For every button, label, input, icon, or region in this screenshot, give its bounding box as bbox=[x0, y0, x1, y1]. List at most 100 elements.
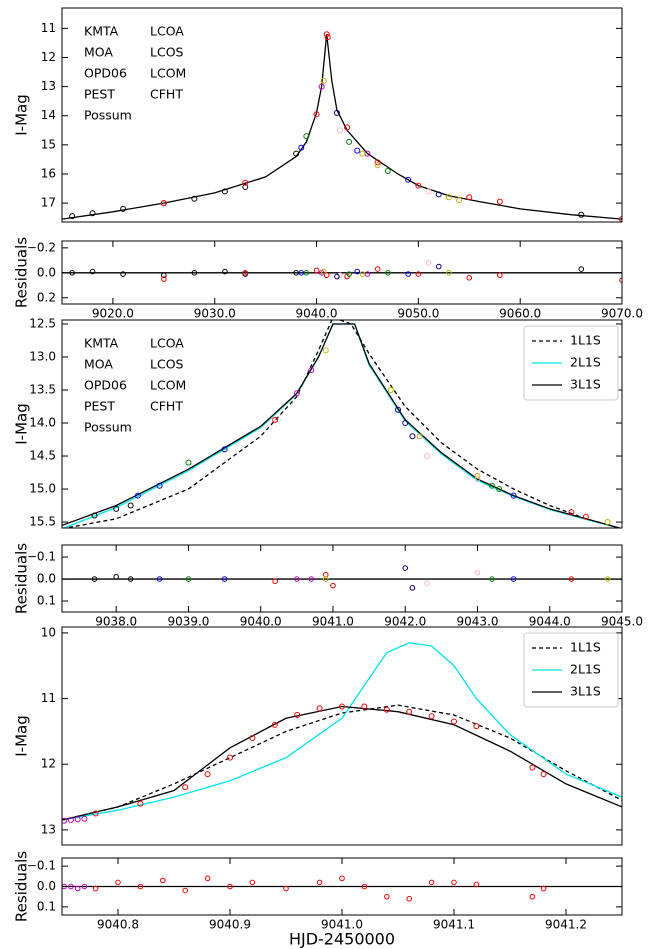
data-point bbox=[510, 492, 517, 499]
x-tick-label: 9040.8 bbox=[97, 918, 139, 932]
legend-label: 3L1S bbox=[570, 377, 601, 392]
residual-point bbox=[619, 277, 622, 284]
plot-frame bbox=[61, 544, 623, 613]
x-tick-label: 9043.0 bbox=[456, 615, 498, 629]
y-tick-label: 0.0 bbox=[37, 879, 56, 893]
model-line bbox=[62, 705, 622, 821]
y-tick-label: 15.5 bbox=[29, 515, 56, 529]
data-point bbox=[182, 784, 189, 791]
x-tick-label: 9040.9 bbox=[209, 918, 251, 932]
data-point bbox=[488, 482, 495, 489]
residual-point bbox=[115, 879, 121, 886]
legend-label: LCOS bbox=[150, 357, 184, 372]
residual-point bbox=[424, 580, 430, 587]
data-point bbox=[473, 723, 480, 730]
data-point bbox=[354, 147, 361, 154]
y-tick-label: −0.2 bbox=[27, 240, 56, 254]
data-point bbox=[578, 211, 585, 218]
data-point bbox=[308, 367, 315, 374]
y-tick-label: 10 bbox=[41, 625, 56, 639]
y-tick-label: −0.1 bbox=[27, 859, 56, 873]
residual-point bbox=[337, 272, 343, 279]
residual-point bbox=[409, 585, 416, 591]
y-axis-label: Residuals bbox=[13, 851, 31, 922]
residual-point bbox=[330, 582, 336, 589]
data-point bbox=[227, 754, 233, 761]
residual-point bbox=[81, 883, 88, 890]
y-tick-label: 0.0 bbox=[37, 572, 56, 586]
data-point bbox=[191, 195, 198, 202]
y-tick-label: 12 bbox=[41, 50, 56, 64]
residual-point bbox=[451, 879, 457, 886]
residual-point bbox=[334, 273, 340, 280]
legend-label: LCOS bbox=[150, 45, 184, 60]
residual-point bbox=[89, 268, 96, 275]
residual-point bbox=[510, 576, 517, 582]
data-point bbox=[322, 347, 329, 354]
data-point bbox=[428, 713, 435, 720]
residual-point bbox=[497, 272, 503, 279]
plot bbox=[62, 875, 622, 902]
residual-point bbox=[405, 271, 411, 277]
y-tick-label: 13.5 bbox=[29, 382, 56, 396]
data-point bbox=[409, 433, 416, 440]
x-tick-label: 9030.0 bbox=[194, 307, 236, 321]
legend-label: LCOA bbox=[150, 336, 184, 351]
model-line bbox=[62, 34, 622, 220]
y-tick-label: 11 bbox=[41, 691, 56, 705]
x-tick-label: 9050.0 bbox=[397, 307, 439, 321]
residual-point bbox=[298, 270, 305, 276]
data-point bbox=[415, 182, 422, 189]
legend-label: 1L1S bbox=[570, 640, 601, 655]
x-tick-label: 9044.0 bbox=[529, 615, 571, 629]
residual-point bbox=[384, 893, 390, 900]
data-point bbox=[456, 197, 463, 204]
y-tick-label: 0.1 bbox=[37, 594, 56, 608]
x-tick-label: 9041.2 bbox=[545, 918, 587, 932]
data-point bbox=[374, 162, 381, 169]
data-point bbox=[582, 513, 589, 520]
data-point bbox=[134, 492, 141, 499]
data-point bbox=[425, 188, 432, 195]
data-point bbox=[293, 150, 300, 157]
data-point bbox=[416, 433, 423, 440]
residual-point bbox=[346, 271, 352, 277]
residual-point bbox=[69, 270, 75, 276]
data-point bbox=[374, 159, 381, 166]
residual-point bbox=[354, 268, 361, 275]
legend-label: PEST bbox=[84, 87, 115, 102]
residual-point bbox=[415, 271, 422, 277]
y-tick-label: 13 bbox=[41, 822, 56, 836]
plot bbox=[62, 642, 622, 824]
residual-point bbox=[385, 270, 391, 276]
legend-label: OPD06 bbox=[84, 378, 127, 393]
residual-point bbox=[91, 576, 98, 582]
residual-point bbox=[446, 270, 452, 276]
residual-point bbox=[435, 263, 442, 270]
residual-point bbox=[113, 574, 119, 580]
y-tick-label: 0.0 bbox=[37, 265, 56, 279]
y-axis-label: I-Mag bbox=[13, 715, 31, 757]
data-point bbox=[137, 800, 144, 807]
y-tick-label: 14.5 bbox=[29, 449, 56, 463]
y-tick-label: 17 bbox=[41, 196, 56, 210]
data-point bbox=[604, 519, 611, 526]
data-point bbox=[303, 133, 310, 140]
residual-point bbox=[222, 268, 228, 275]
y-axis-label: I-Mag bbox=[13, 94, 31, 136]
data-point bbox=[359, 150, 366, 157]
residual-point bbox=[156, 576, 163, 582]
residual-point bbox=[294, 576, 300, 582]
data-point bbox=[156, 482, 163, 489]
data-point bbox=[339, 703, 345, 710]
data-point bbox=[221, 188, 228, 195]
plot-frame bbox=[61, 7, 623, 223]
legend-label: PEST bbox=[84, 399, 115, 414]
data-point bbox=[529, 764, 536, 771]
x-tick-label: 9060.0 bbox=[499, 307, 541, 321]
residual-point bbox=[406, 895, 413, 902]
data-point bbox=[204, 771, 211, 778]
x-tick-label: 9041.0 bbox=[321, 918, 363, 932]
data-point bbox=[320, 77, 327, 84]
